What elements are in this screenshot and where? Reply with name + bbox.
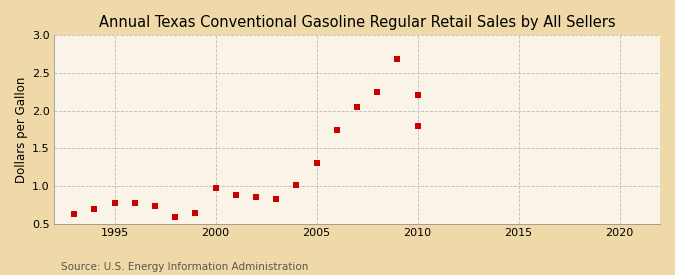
Point [412,93,423,97]
Point [190,210,201,215]
Point [331,127,342,132]
Point [271,197,281,201]
Y-axis label: Dollars per Gallon: Dollars per Gallon [15,76,28,183]
Point [250,195,261,200]
Point [230,193,241,197]
Point [69,212,80,216]
Point [109,200,120,205]
Point [210,186,221,191]
Point [291,182,302,187]
Text: Source: U.S. Energy Information Administration: Source: U.S. Energy Information Administ… [61,262,308,272]
Point [352,105,362,109]
Point [130,201,140,206]
Point [89,207,100,211]
Point [170,215,181,219]
Title: Annual Texas Conventional Gasoline Regular Retail Sales by All Sellers: Annual Texas Conventional Gasoline Regul… [99,15,616,30]
Point [372,90,383,94]
Point [150,204,161,208]
Point [392,57,403,62]
Point [412,124,423,128]
Point [311,161,322,165]
